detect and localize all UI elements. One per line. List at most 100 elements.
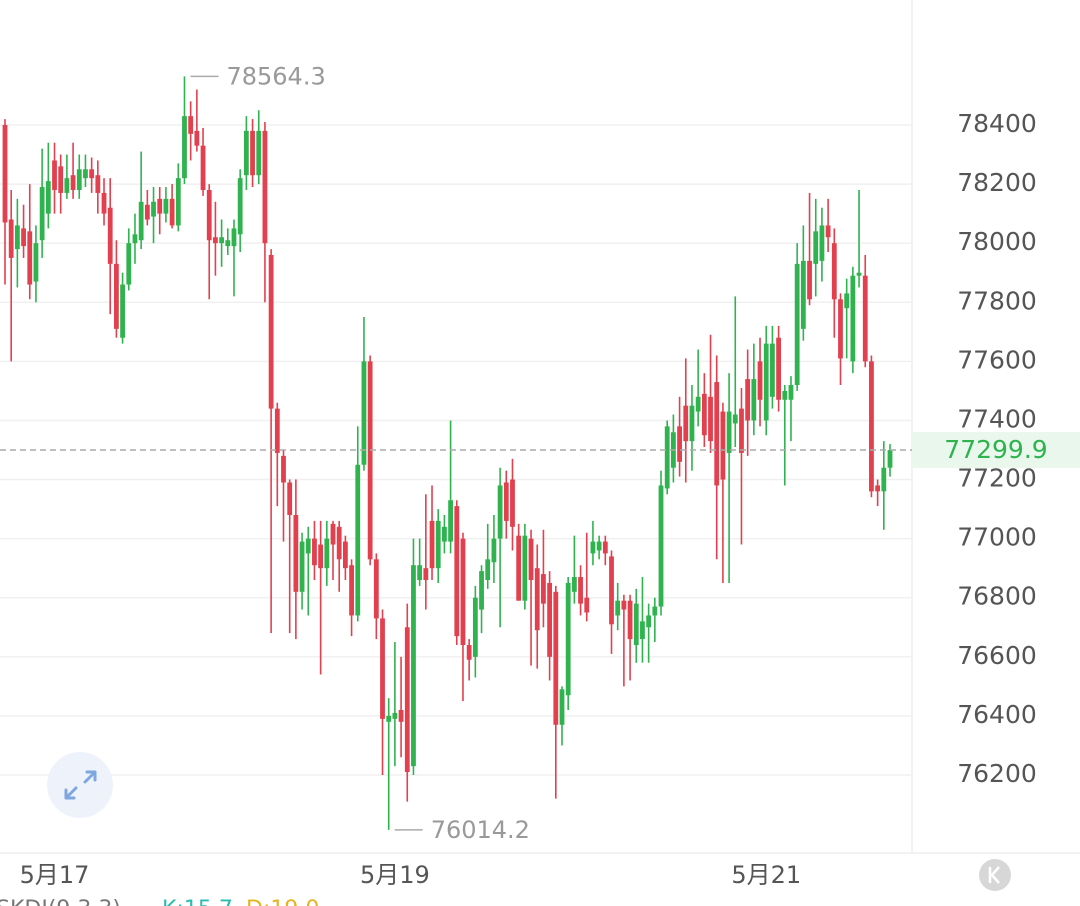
candle-body bbox=[887, 450, 893, 468]
candle-body bbox=[392, 712, 398, 719]
candle-body bbox=[869, 361, 874, 492]
candle-body bbox=[807, 260, 812, 300]
last-price-label: 77299.9 bbox=[944, 435, 1047, 464]
candle-body bbox=[565, 582, 571, 696]
candle-body bbox=[528, 538, 534, 580]
candle-body bbox=[113, 263, 119, 329]
candle-body bbox=[633, 603, 639, 645]
candle-body bbox=[404, 627, 410, 773]
candle-body bbox=[349, 565, 354, 616]
candle-body bbox=[318, 544, 324, 569]
candle-body bbox=[609, 556, 614, 625]
candle-body bbox=[646, 615, 652, 628]
candle-body bbox=[442, 526, 447, 542]
indicator-d: D:19.0 bbox=[246, 897, 319, 906]
candle-body bbox=[14, 225, 20, 250]
candle-body bbox=[708, 396, 713, 442]
candle-body bbox=[485, 559, 491, 580]
candle-body bbox=[856, 272, 862, 276]
collapse-button[interactable] bbox=[979, 859, 1011, 891]
candle-body bbox=[52, 160, 57, 190]
candle-body bbox=[497, 485, 503, 539]
y-tick-label: 77000 bbox=[957, 523, 1037, 552]
candle-body bbox=[448, 500, 453, 542]
candle-body bbox=[163, 198, 169, 214]
candle-body bbox=[571, 577, 577, 592]
candle-body bbox=[417, 565, 423, 580]
candle-body bbox=[615, 600, 621, 616]
candle-body bbox=[701, 393, 707, 436]
candle-body bbox=[578, 577, 583, 604]
candle-body bbox=[466, 644, 472, 660]
plot bbox=[0, 76, 912, 830]
candle-body bbox=[107, 207, 113, 264]
candle-body bbox=[89, 169, 95, 179]
indicator-name: SKDJ(9,3,3) bbox=[0, 897, 121, 906]
candle-body bbox=[862, 275, 868, 362]
candle-body bbox=[689, 405, 695, 442]
candle-body bbox=[763, 343, 769, 421]
candle-body bbox=[541, 574, 546, 604]
candle-body bbox=[838, 299, 843, 359]
candle-body bbox=[58, 166, 64, 193]
candle-body bbox=[559, 689, 565, 725]
candle-body bbox=[491, 538, 497, 563]
expand-button[interactable] bbox=[47, 752, 113, 818]
y-tick-label: 78200 bbox=[957, 168, 1037, 197]
candle-body bbox=[206, 189, 212, 241]
candle-body bbox=[386, 715, 392, 722]
candle-body bbox=[324, 538, 330, 569]
y-tick-label: 76800 bbox=[957, 582, 1037, 611]
candle-body bbox=[788, 384, 794, 400]
candle-body bbox=[262, 130, 268, 244]
candle-body bbox=[225, 240, 231, 247]
candle-body bbox=[503, 482, 509, 521]
candle-body bbox=[677, 426, 682, 462]
candle-body bbox=[522, 535, 528, 601]
candle-body bbox=[373, 559, 379, 619]
candle-body bbox=[739, 408, 744, 453]
candle-body bbox=[70, 175, 76, 190]
candle-body bbox=[76, 169, 82, 190]
candle-body bbox=[237, 178, 243, 235]
candle-body bbox=[547, 582, 553, 657]
candle-body bbox=[819, 225, 825, 261]
candle-body bbox=[844, 293, 850, 309]
candle-body bbox=[813, 231, 819, 264]
candle-body bbox=[658, 485, 664, 607]
candle-body bbox=[361, 361, 367, 465]
candle-body bbox=[510, 479, 515, 527]
candle-body bbox=[516, 535, 522, 601]
y-tick-label: 76600 bbox=[957, 641, 1037, 670]
candle-body bbox=[256, 130, 262, 176]
candle-body bbox=[745, 379, 751, 421]
candle-body bbox=[831, 243, 837, 300]
candle-body bbox=[794, 263, 800, 385]
candle-body bbox=[182, 116, 187, 179]
candle-body bbox=[726, 411, 732, 453]
candle-body bbox=[213, 237, 218, 244]
candle-body bbox=[720, 411, 726, 480]
candle-body bbox=[21, 228, 26, 247]
candle-body bbox=[398, 709, 404, 722]
candle-body bbox=[429, 520, 435, 569]
candle-body bbox=[194, 130, 200, 146]
candle-body bbox=[169, 198, 175, 226]
candle-body bbox=[627, 600, 633, 640]
candle-body bbox=[367, 361, 373, 560]
candle-body bbox=[305, 538, 311, 554]
candle-body bbox=[411, 565, 416, 767]
candle-body bbox=[454, 506, 460, 637]
candle-body bbox=[664, 426, 670, 489]
candle-body bbox=[621, 600, 627, 610]
candle-body bbox=[274, 408, 280, 453]
x-tick-label: 5月19 bbox=[360, 861, 430, 889]
candle-body bbox=[45, 181, 51, 214]
y-tick-label: 77800 bbox=[957, 286, 1037, 315]
candle-body bbox=[287, 482, 293, 515]
candle-body bbox=[732, 414, 738, 424]
candle-body bbox=[101, 192, 107, 214]
y-tick-label: 76400 bbox=[957, 700, 1037, 729]
